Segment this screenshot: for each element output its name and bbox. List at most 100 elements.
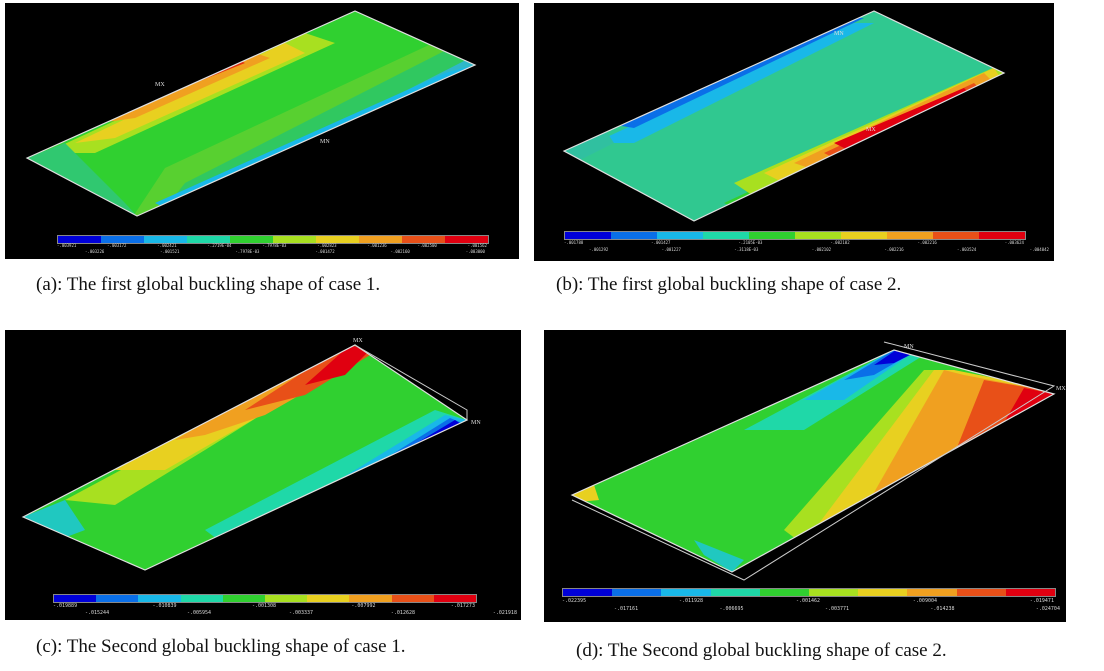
legend-swatch — [759, 589, 810, 596]
legend-tick-label: -.002216 — [884, 247, 904, 252]
legend-tick-label: -.015244 — [85, 610, 110, 616]
legend-swatch — [265, 595, 308, 602]
legend-tick-label: -.001462 — [795, 598, 821, 604]
legend-tick-label: -.003524 — [957, 247, 977, 252]
legend-tick-label: -.7978E-03 — [235, 249, 260, 254]
min-marker: MN — [471, 420, 481, 426]
legend-swatch — [933, 232, 979, 239]
legend-swatch — [445, 236, 488, 243]
legend-tick-label: -.021918 — [492, 610, 517, 616]
legend-swatch — [359, 236, 402, 243]
legend-tick-label: -.002421 — [157, 243, 177, 248]
legend-swatch — [657, 232, 703, 239]
legend-tick-label: -.022395 — [562, 598, 587, 604]
legend-swatch — [858, 589, 908, 596]
legend-swatch — [433, 595, 477, 602]
legend-tick-label: -.001427 — [651, 240, 671, 245]
legend-tick-label: -.7978E-03 — [262, 243, 287, 248]
legend-tick-label: -.2105E-03 — [738, 240, 763, 245]
legend-tick-label: -.001788 — [564, 240, 584, 245]
legend-swatch — [1005, 589, 1056, 596]
max-marker: MX — [866, 127, 876, 133]
legend-tick-label: -.006695 — [719, 606, 744, 612]
legend-swatch — [58, 236, 101, 243]
color-legend-bar — [57, 235, 489, 244]
legend-tick-label: -.002216 — [917, 240, 937, 245]
buckling-plot-d: MN MX -.022395 -.011928 -.001462 -.009004 -.… — [544, 330, 1066, 622]
legend-swatch — [661, 589, 711, 596]
max-marker: MX — [1056, 386, 1066, 392]
buckling-plot-a: MX MN -.003921 -.003172 -.002421 -.2719E-04… — [5, 3, 519, 259]
legend-tick-label: -.010839 — [152, 603, 177, 609]
legend-tick-label: -.002102 — [811, 247, 832, 252]
legend-tick-label: -.012628 — [390, 610, 415, 616]
min-marker: MN — [904, 344, 914, 350]
legend-tick-label: -.001227 — [661, 247, 681, 252]
legend-swatch — [316, 236, 359, 243]
legend-tick-label: -.002823 — [317, 243, 337, 248]
legend-swatch — [138, 595, 181, 602]
legend-swatch — [809, 589, 859, 596]
legend-swatch — [611, 232, 657, 239]
buckling-plot-c: MX MN -.019889 -.010839 -.001308 -.007992 -.… — [5, 330, 521, 620]
legend-swatch — [887, 232, 933, 239]
min-marker: MN — [834, 31, 844, 37]
legend-swatch — [612, 589, 662, 596]
legend-swatch — [96, 595, 139, 602]
legend-tick-label: -.002102 — [830, 240, 850, 245]
legend-tick-label: -.2719E-04 — [207, 243, 232, 248]
color-legend-bar — [53, 594, 477, 603]
legend-swatch — [841, 232, 887, 239]
legend-swatch — [565, 232, 611, 239]
legend-swatch — [222, 595, 266, 602]
legend-tick-label: -.001308 — [251, 603, 277, 609]
legend-swatch — [101, 236, 144, 243]
legend-swatch — [391, 595, 434, 602]
legend-tick-label: -.003337 — [288, 610, 314, 616]
legend-tick-label: -.001236 — [367, 243, 387, 248]
legend-swatch — [54, 595, 97, 602]
legend-tick-label: -.017273 — [450, 603, 475, 609]
min-marker: MN — [320, 139, 330, 145]
legend-tick-label: -.003172 — [107, 243, 127, 248]
legend-tick-label: -.003624 — [1004, 240, 1024, 245]
legend-swatch — [979, 232, 1025, 239]
buckling-plot-b: MN MX -.001788 -.001427 -.2105E-03 -.002102… — [534, 3, 1054, 261]
legend-swatch — [144, 236, 187, 243]
legend-tick-label: -.014238 — [930, 606, 955, 612]
legend-swatch — [187, 236, 230, 243]
caption-c: (c): The Second global buckling shape of… — [36, 636, 406, 657]
legend-tick-label: -.003771 — [824, 606, 850, 612]
legend-tick-label: -.001472 — [315, 249, 335, 254]
legend-swatch — [749, 232, 795, 239]
legend-swatch — [907, 589, 957, 596]
legend-swatch — [563, 589, 613, 596]
legend-ticks-top: -.001788 -.001427 -.2105E-03 -.002102 -.0022… — [564, 240, 1024, 245]
legend-swatch — [349, 595, 392, 602]
color-legend-bar — [564, 231, 1026, 240]
legend-tick-label: -.003000 — [465, 249, 485, 254]
legend-tick-label: -.019471 — [1029, 598, 1054, 604]
legend-tick-label: -.002160 — [390, 249, 410, 254]
legend-ticks-top: -.019889 -.010839 -.001308 -.007992 -.017273 — [53, 603, 475, 609]
legend-ticks-bottom: -.003226 -.001521 -.7978E-03 -.001472 -.0021… — [85, 249, 485, 254]
legend-tick-label: -.007992 — [351, 603, 376, 609]
legend-swatch — [703, 232, 749, 239]
legend-tick-label: -.3118E-03 — [734, 247, 759, 252]
legend-tick-label: -.001521 — [160, 249, 180, 254]
legend-swatch — [180, 595, 223, 602]
max-marker: MX — [353, 338, 363, 344]
legend-ticks-bottom: -.015244 -.005954 -.003337 -.012628 -.021918 — [85, 610, 517, 616]
legend-tick-label: -.001562 — [467, 243, 487, 248]
legend-swatch — [307, 595, 350, 602]
caption-b: (b): The first global buckling shape of … — [556, 274, 902, 295]
legend-tick-label: -.024704 — [1035, 606, 1060, 612]
legend-tick-label: -.003921 — [57, 243, 77, 248]
legend-tick-label: -.002500 — [417, 243, 437, 248]
legend-ticks-bottom: -.017161 -.006695 -.003771 -.014238 -.024704 — [614, 606, 1060, 612]
legend-swatch — [710, 589, 760, 596]
legend-ticks-bottom: -.001292 -.001227 -.3118E-03 -.002102 -.0022… — [589, 247, 1049, 252]
legend-swatch — [956, 589, 1006, 596]
legend-swatch — [795, 232, 841, 239]
legend-tick-label: -.004042 — [1029, 247, 1049, 252]
